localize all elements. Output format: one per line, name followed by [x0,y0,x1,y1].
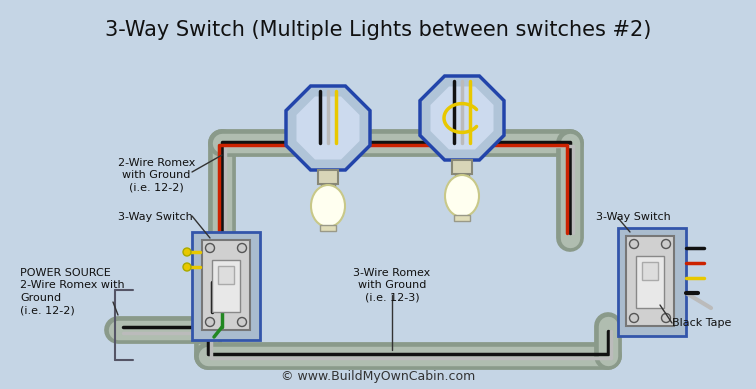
Circle shape [237,244,246,252]
Bar [642,262,658,280]
Bar [618,228,686,336]
Bar [320,225,336,231]
Circle shape [206,317,215,326]
Bar [626,236,674,326]
Text: POWER SOURCE
2-Wire Romex with
Ground
(i.e. 12-2): POWER SOURCE 2-Wire Romex with Ground (i… [20,268,125,315]
Bar [454,215,470,221]
Polygon shape [286,86,370,170]
Bar [192,232,260,340]
Bar [218,266,234,284]
Text: 3-Way Switch: 3-Way Switch [596,212,671,222]
Circle shape [183,248,191,256]
Circle shape [183,263,191,271]
Circle shape [630,314,639,322]
Circle shape [206,244,215,252]
Bar [452,160,472,174]
Text: 3-Way Switch: 3-Way Switch [118,212,193,222]
Ellipse shape [445,175,479,217]
Polygon shape [430,86,494,149]
Text: 3-Way Switch (Multiple Lights between switches #2): 3-Way Switch (Multiple Lights between sw… [105,20,651,40]
Ellipse shape [311,185,345,227]
Bar [455,174,469,182]
Bar [202,240,250,330]
Polygon shape [296,96,360,159]
Bar [321,184,335,192]
Circle shape [662,240,671,249]
Text: 2-Wire Romex
with Ground
(i.e. 12-2): 2-Wire Romex with Ground (i.e. 12-2) [118,158,195,193]
Text: © www.BuildMyOwnCabin.com: © www.BuildMyOwnCabin.com [281,370,475,383]
Text: 3-Wire Romex
with Ground
(i.e. 12-3): 3-Wire Romex with Ground (i.e. 12-3) [353,268,431,303]
Circle shape [630,240,639,249]
Bar [318,170,338,184]
Circle shape [662,314,671,322]
Text: Black Tape: Black Tape [672,318,731,328]
Bar [212,260,240,312]
Polygon shape [420,76,504,160]
Circle shape [237,317,246,326]
Bar [636,256,664,308]
